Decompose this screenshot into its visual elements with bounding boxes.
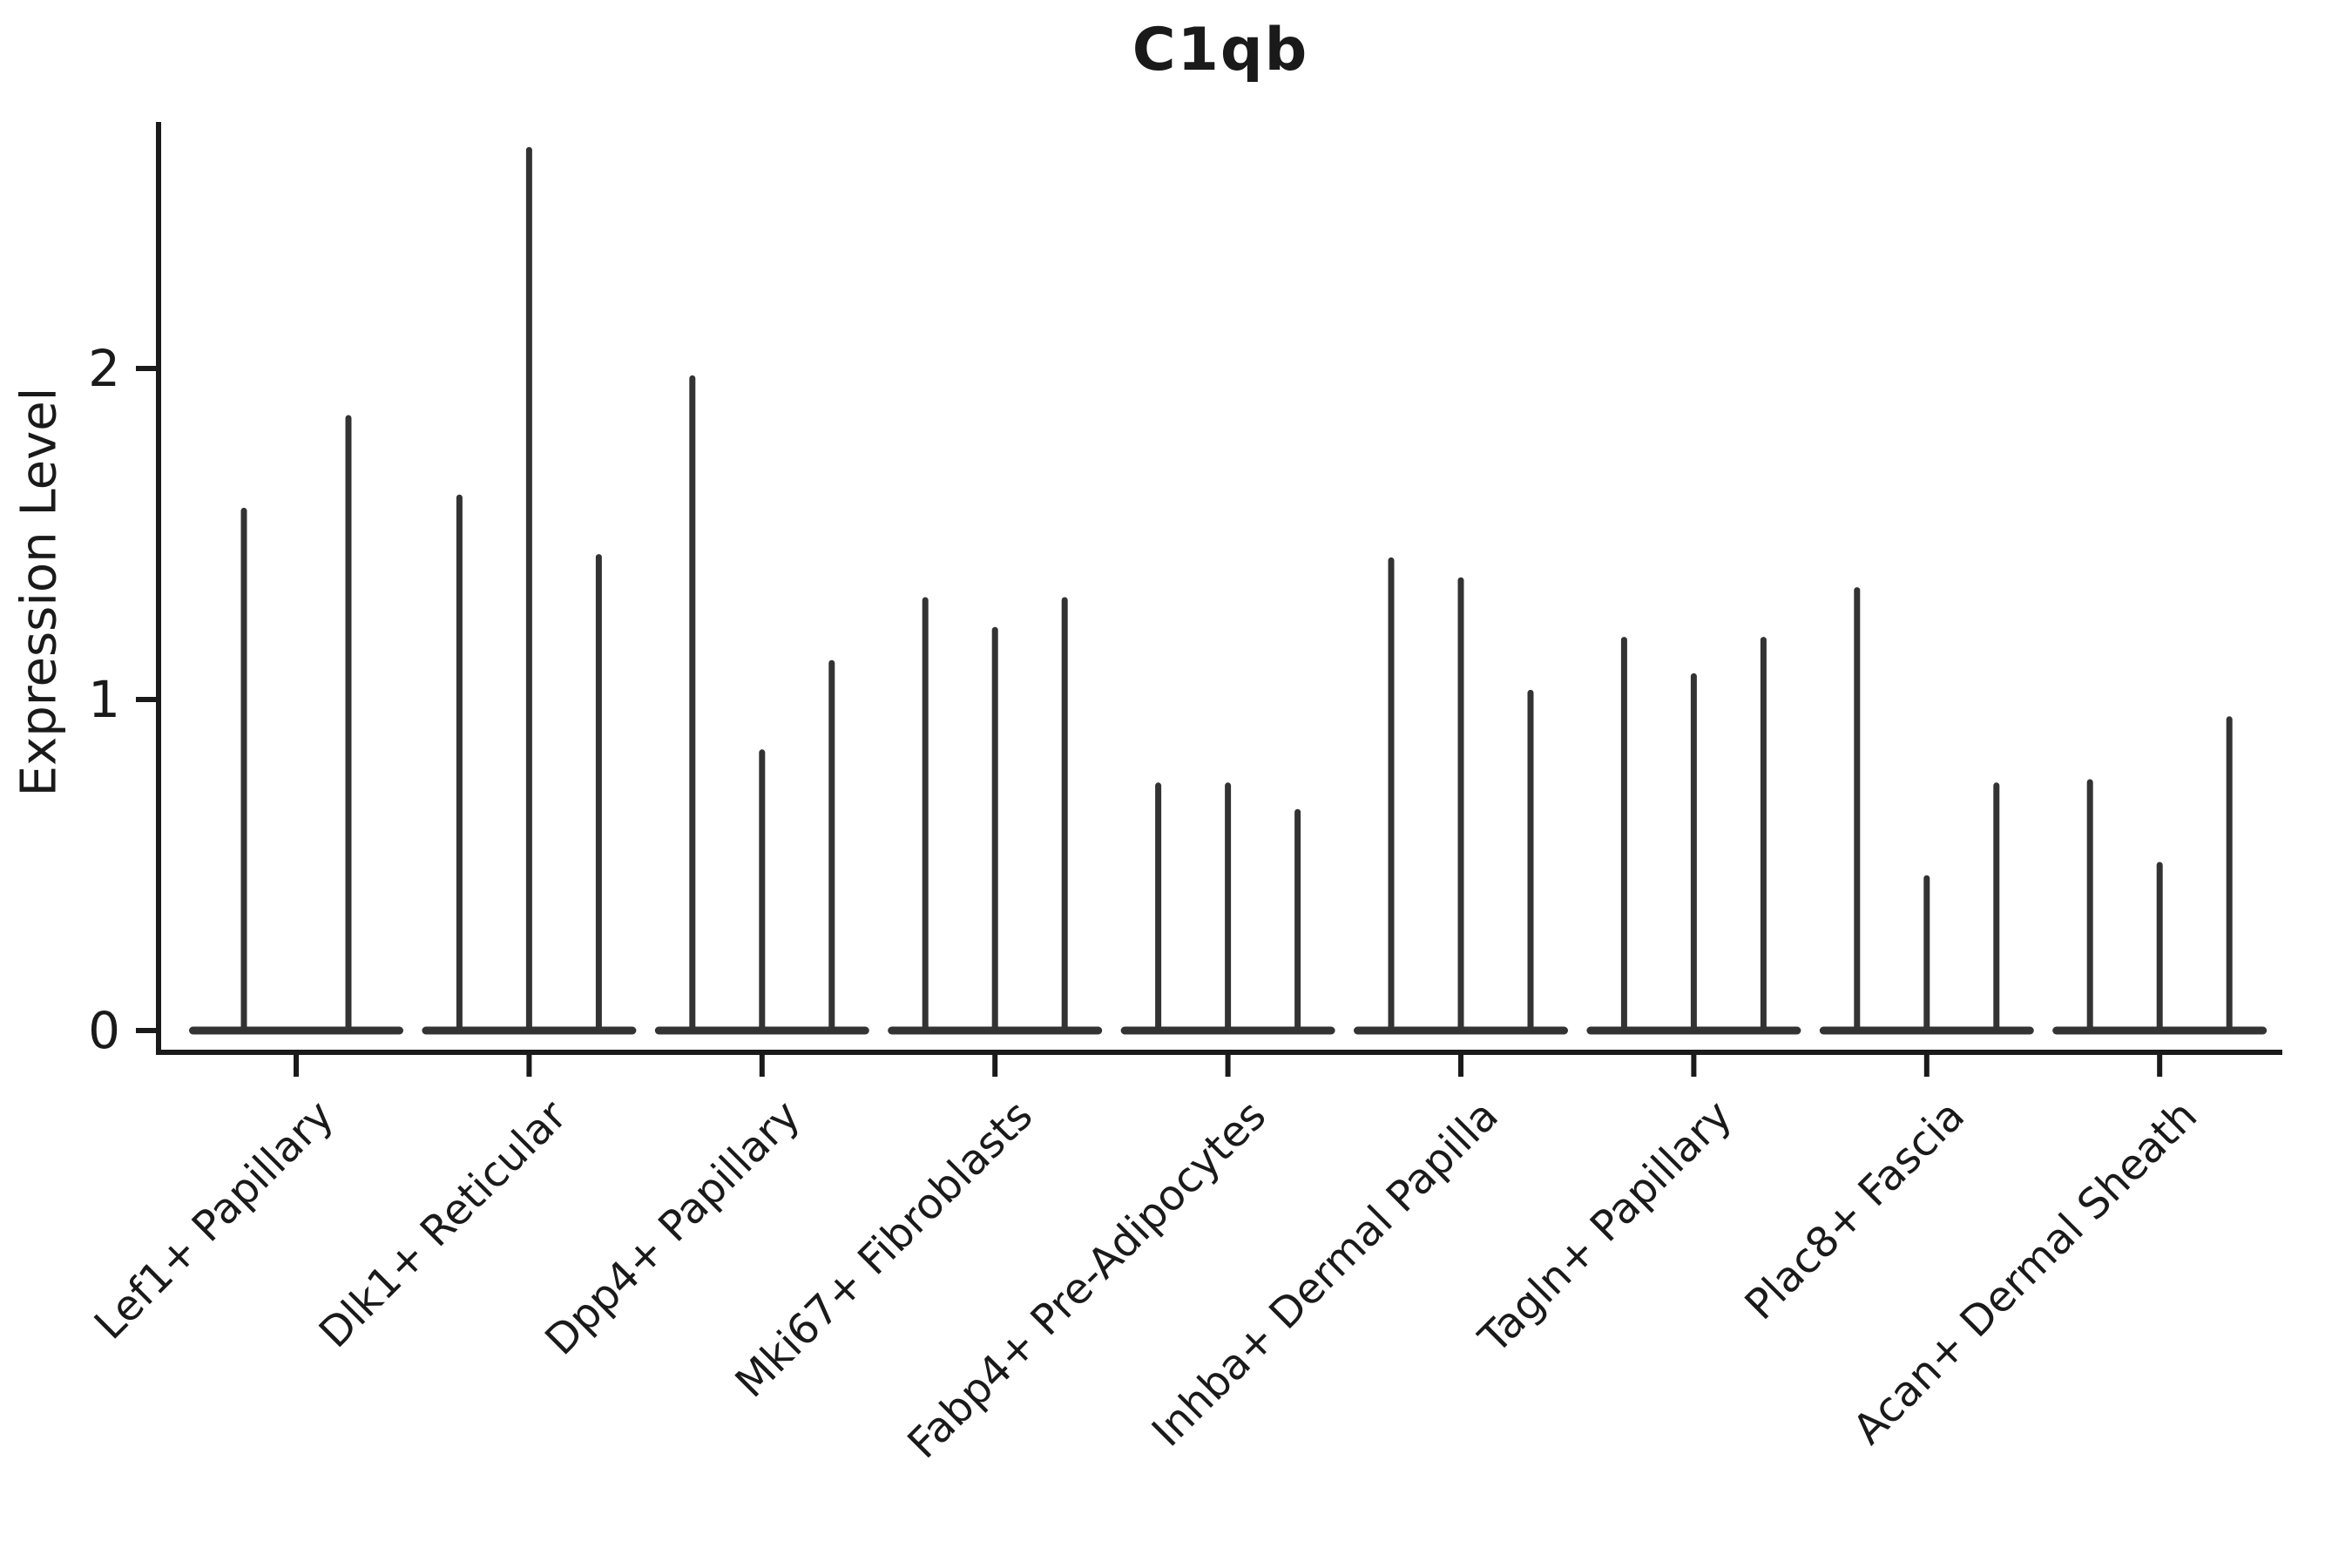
chart-title: C1qb	[1132, 16, 1309, 84]
y-tick-label: 0	[88, 1001, 120, 1060]
violin-baseline	[189, 1026, 403, 1035]
y-tick-label: 1	[88, 670, 120, 729]
y-tick-label: 2	[88, 339, 120, 398]
